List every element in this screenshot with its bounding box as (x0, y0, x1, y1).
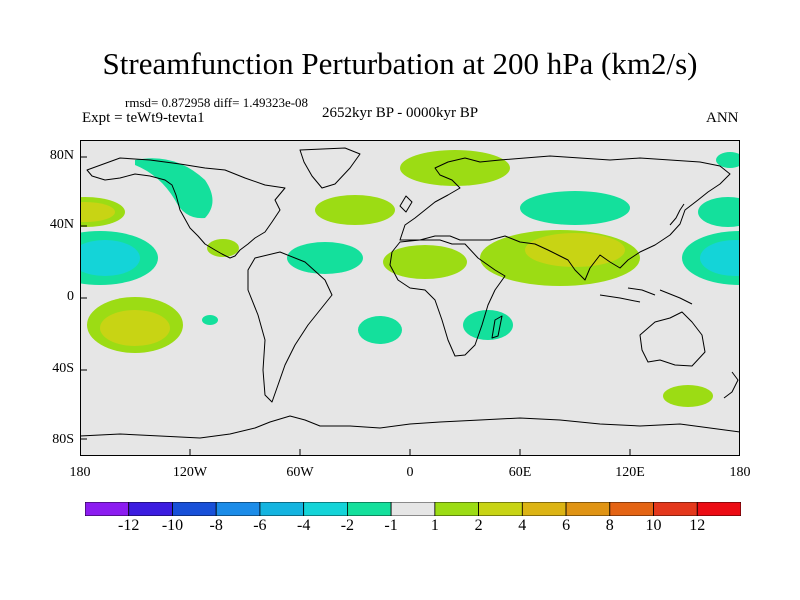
colorbar-swatch (259, 502, 305, 516)
anomaly-negative-core (80, 240, 140, 276)
experiment-label: Expt = teWt9-tevta1 (82, 110, 205, 126)
x-tick-180e: 180 (729, 465, 751, 480)
colorbar-swatch (565, 502, 611, 516)
x-tick-180w: 180 (69, 465, 91, 480)
colorbar-swatch (390, 502, 436, 516)
japan-coast (669, 203, 685, 226)
colorbar (85, 502, 741, 516)
anomaly-negative (287, 242, 363, 274)
x-tick-120w: 120W (172, 465, 208, 480)
colorbar-label: -10 (161, 517, 184, 534)
season-label: ANN (706, 110, 739, 126)
colorbar-label: 12 (689, 517, 706, 534)
colorbar-label: -4 (297, 517, 311, 534)
colorbar-label: -8 (209, 517, 223, 534)
y-tick-40s: 40S (52, 361, 74, 376)
x-tick-60w: 60W (286, 465, 314, 480)
colorbar-swatch (172, 502, 217, 516)
colorbar-swatch (346, 502, 392, 516)
colorbar-label: 6 (562, 517, 571, 534)
madagascar-coast (491, 315, 503, 339)
map-panel (80, 140, 740, 456)
antarctica-coast (80, 415, 740, 439)
anomaly-positive-core (525, 233, 625, 267)
plot-title: Streamfunction Perturbation at 200 hPa (… (102, 46, 698, 81)
colorbar-label: 8 (605, 517, 614, 534)
coastlines (80, 147, 740, 439)
x-tick-60e: 60E (508, 465, 532, 480)
anomaly-negative-wrap-core (700, 240, 740, 276)
anomaly-negative (698, 197, 740, 227)
y-tick-80n: 80N (49, 148, 74, 163)
colorbar-label: -12 (118, 517, 140, 534)
anomaly-negative (520, 191, 630, 225)
colorbar-label: 4 (518, 517, 527, 534)
stats-text: rmsd= 0.872958 diff= 1.49323e-08 (125, 95, 309, 110)
new-zealand-coast (723, 371, 739, 399)
colorbar-label: 1 (430, 517, 439, 534)
anomaly-positive (315, 195, 395, 225)
anomaly-positive (663, 385, 713, 407)
colorbar-swatch (609, 502, 654, 516)
anomaly-positive (400, 150, 510, 186)
period-label: 2652kyr BP - 0000kyr BP (322, 105, 479, 121)
australia-coast (639, 311, 706, 367)
anomaly-negative (716, 152, 740, 168)
anomaly-negative (463, 310, 513, 340)
anomaly-positive (207, 239, 239, 257)
africa-coast (389, 239, 506, 357)
colorbar-label: -6 (253, 517, 267, 534)
north-america-coast (86, 157, 286, 259)
eurasia-coast (399, 155, 731, 281)
colorbar-swatch (215, 502, 261, 516)
colorbar-label: 2 (474, 517, 483, 534)
colorbar-swatch (653, 502, 698, 516)
greenland-coast (299, 147, 361, 189)
anomaly-negative (358, 316, 402, 344)
uk-coast (399, 195, 413, 213)
colorbar-swatch (303, 502, 348, 516)
indonesia-coast (599, 287, 693, 305)
x-tick-120e: 120E (615, 465, 645, 480)
colorbar-label: 10 (645, 517, 662, 534)
tick-marks (80, 156, 631, 456)
y-tick-40n: 40N (49, 217, 74, 232)
y-tick-80s: 80S (52, 432, 74, 447)
anomaly-layer (80, 150, 740, 407)
colorbar-swatch (478, 502, 523, 516)
x-tick-0: 0 (406, 465, 414, 480)
south-america-coast (247, 251, 333, 403)
colorbar-swatch (696, 502, 741, 516)
anomaly-positive-core (80, 202, 115, 222)
colorbar-swatch (521, 502, 567, 516)
colorbar-swatch (128, 502, 173, 516)
colorbar-swatch (434, 502, 479, 516)
anomaly-positive (383, 245, 467, 279)
anomaly-positive-core (100, 310, 170, 346)
colorbar-label: -2 (340, 517, 355, 534)
y-tick-0: 0 (67, 289, 74, 304)
colorbar-swatch (85, 502, 130, 516)
colorbar-label: -1 (384, 517, 398, 534)
anomaly-negative (202, 315, 218, 325)
